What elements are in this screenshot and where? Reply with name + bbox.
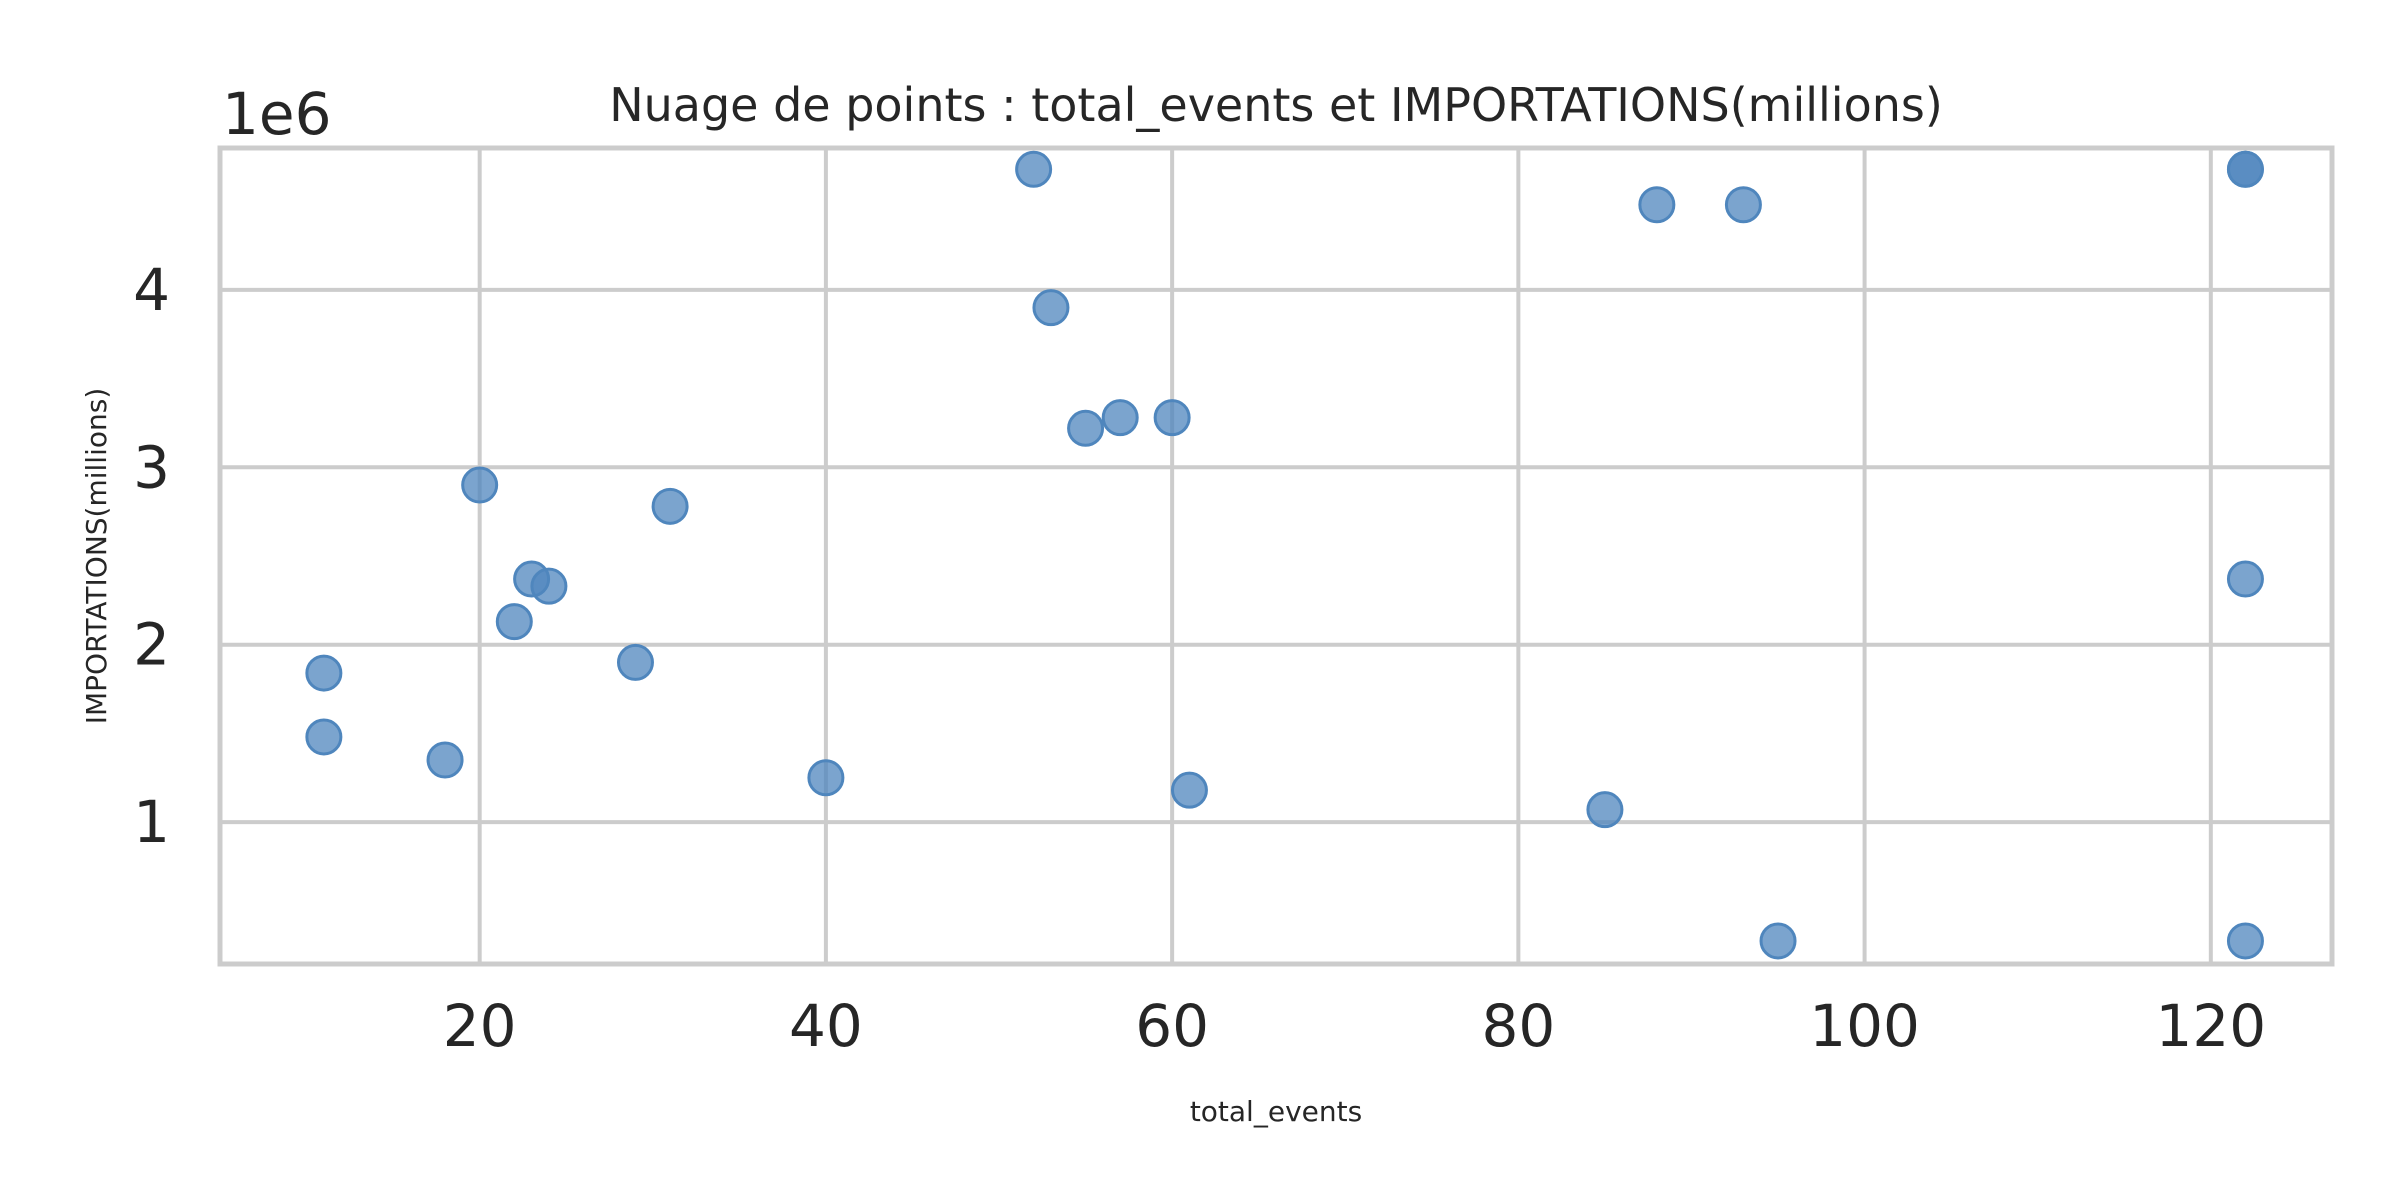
data-points xyxy=(305,150,2264,960)
scatter-point xyxy=(616,643,654,681)
scatter-point xyxy=(1586,791,1624,829)
scatter-point xyxy=(651,487,689,525)
chart-title: Nuage de points : total_events et IMPORT… xyxy=(609,78,1943,132)
scatter-point xyxy=(305,718,343,756)
scatter-point xyxy=(1759,922,1797,960)
scatter-point xyxy=(807,759,845,797)
scatter-point xyxy=(495,603,533,641)
scatter-point xyxy=(2226,922,2264,960)
scatter-point xyxy=(530,567,568,605)
x-tick-label: 120 xyxy=(2155,992,2266,1060)
scatter-point xyxy=(461,466,499,504)
scatter-point xyxy=(1032,289,1070,327)
x-tick-label: 100 xyxy=(1809,992,1920,1060)
plot-frame xyxy=(217,145,2335,967)
scatter-point xyxy=(1015,150,1053,188)
scatter-point xyxy=(1724,186,1762,224)
x-tick-label: 20 xyxy=(443,992,517,1060)
y-tick-label: 2 xyxy=(133,611,170,679)
x-tick-label: 80 xyxy=(1481,992,1555,1060)
x-axis-label: total_events xyxy=(1190,1095,1362,1128)
x-tick-label: 60 xyxy=(1135,992,1209,1060)
scatter-point xyxy=(2226,560,2264,598)
scatter-point xyxy=(426,741,464,779)
scatter-point xyxy=(1101,399,1139,437)
grid-lines xyxy=(220,148,2332,964)
x-tick-label: 40 xyxy=(789,992,863,1060)
scatter-point xyxy=(2226,150,2264,188)
scatter-point xyxy=(1170,771,1208,809)
y-axis-offset-label: 1e6 xyxy=(222,80,332,148)
scatter-point xyxy=(1067,409,1105,447)
y-axis-label: IMPORTATIONS(millions) xyxy=(80,388,113,725)
x-tick-labels: 20 40 60 80 100 120 xyxy=(443,992,2266,1060)
scatter-point xyxy=(1638,186,1676,224)
y-tick-labels: 1 2 3 4 xyxy=(133,256,170,856)
y-tick-label: 4 xyxy=(133,256,170,324)
scatter-point xyxy=(1153,399,1191,437)
scatter-point xyxy=(305,654,343,692)
y-tick-label: 3 xyxy=(133,433,170,501)
y-tick-label: 1 xyxy=(133,788,170,856)
